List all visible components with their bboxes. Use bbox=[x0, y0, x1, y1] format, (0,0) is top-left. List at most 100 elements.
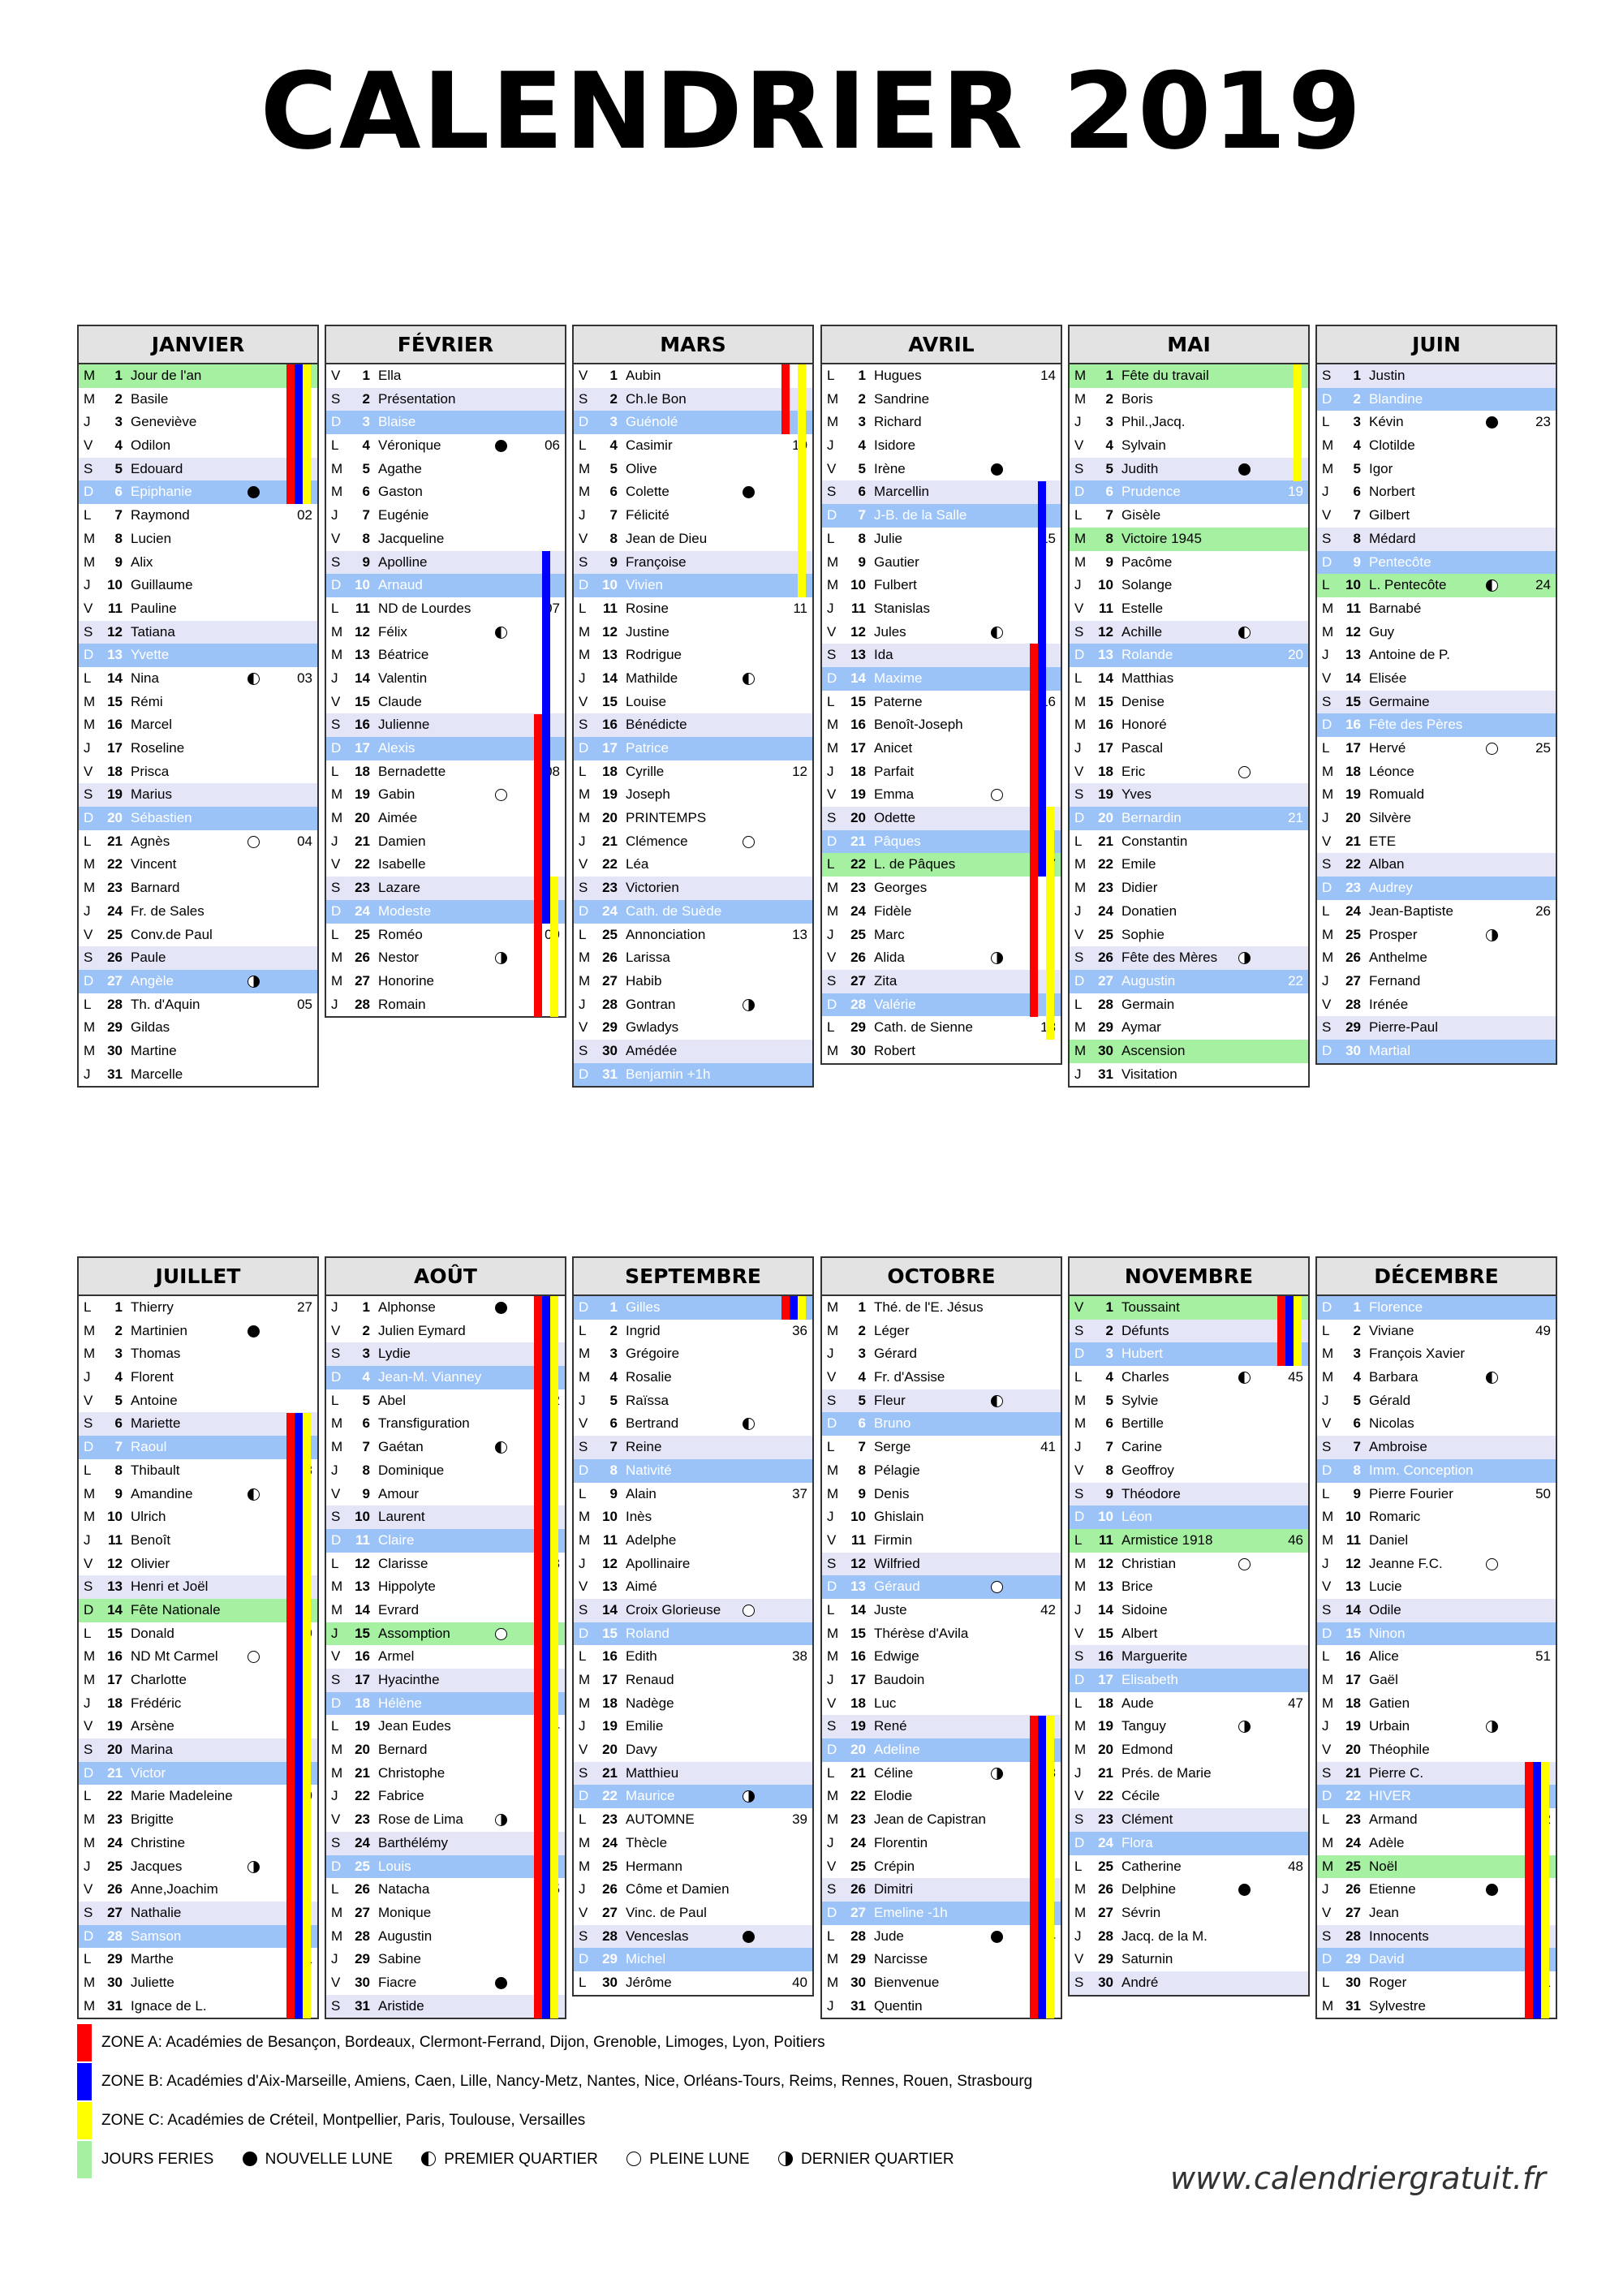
vacation-bar-zone-c bbox=[303, 1412, 311, 2018]
saint-name: Fr. d'Assise bbox=[874, 1369, 945, 1385]
day-row: D 21 Victor bbox=[79, 1761, 317, 1786]
weekday-letter: D bbox=[1322, 1042, 1332, 1058]
day-row: M 9 Gautier bbox=[822, 550, 1061, 575]
weekday-letter: S bbox=[1322, 1601, 1332, 1618]
saint-name: Augustin bbox=[1121, 972, 1176, 989]
saint-name: Monique bbox=[378, 1904, 432, 1920]
saint-name: Matthieu bbox=[626, 1764, 679, 1781]
day-number: 22 bbox=[107, 856, 123, 872]
weekday-letter: M bbox=[84, 1834, 96, 1850]
weekday-letter: L bbox=[84, 1951, 92, 1967]
weekday-letter: M bbox=[331, 972, 343, 989]
weekday-letter: L bbox=[579, 1485, 587, 1501]
moon-phase-icon bbox=[1238, 765, 1251, 778]
saint-name: Aimée bbox=[378, 810, 418, 826]
day-number: 25 bbox=[107, 926, 123, 942]
weekday-letter: M bbox=[1322, 1858, 1334, 1874]
day-number: 5 bbox=[114, 460, 123, 476]
weekday-letter: M bbox=[827, 717, 839, 733]
day-number: 24 bbox=[1098, 902, 1113, 919]
weekday-letter: M bbox=[331, 1764, 343, 1781]
weekday-letter: D bbox=[84, 1764, 94, 1781]
day-row: L 1 Thierry 27 bbox=[79, 1296, 317, 1320]
day-number: 30 bbox=[1345, 1042, 1361, 1058]
weekday-letter: L bbox=[827, 530, 835, 546]
saint-name: Brice bbox=[1121, 1579, 1153, 1595]
day-number: 5 bbox=[858, 460, 866, 476]
vacation-bar-zone-c bbox=[1294, 364, 1302, 481]
saint-name: Arnaud bbox=[378, 577, 423, 593]
weekday-letter: J bbox=[331, 1299, 338, 1315]
day-row: J 14 Valentin bbox=[326, 666, 565, 691]
weekday-letter: M bbox=[827, 1648, 839, 1665]
vacation-bar-zone-c bbox=[1046, 807, 1054, 1040]
day-number: 21 bbox=[850, 833, 866, 849]
day-number: 27 bbox=[602, 1904, 618, 1920]
day-row: D 27 Augustin 22 bbox=[1070, 969, 1308, 993]
day-row: L 28 Germain bbox=[1070, 993, 1308, 1017]
day-row: S 15 Germaine bbox=[1317, 690, 1556, 714]
saint-name: Ignace de L. bbox=[131, 1997, 207, 2014]
weekday-letter: J bbox=[84, 414, 91, 430]
day-number: 9 bbox=[114, 554, 123, 570]
day-row: M 23 Didier bbox=[1070, 877, 1308, 900]
saint-name: Thomas bbox=[131, 1346, 181, 1362]
website-link[interactable]: www.calendriergratuit.fr bbox=[1170, 2160, 1546, 2196]
moon-phase-icon bbox=[495, 1627, 507, 1640]
day-number: 26 bbox=[355, 1881, 370, 1898]
day-number: 14 bbox=[1098, 1601, 1113, 1618]
moon-phase-icon bbox=[991, 1394, 1003, 1407]
saint-name: Florence bbox=[1369, 1299, 1423, 1315]
day-row: D 13 Géraud bbox=[822, 1575, 1061, 1599]
moon-phase-icon bbox=[248, 975, 260, 988]
day-row: S 6 Marcellin bbox=[822, 480, 1061, 505]
day-row: D 25 Louis bbox=[326, 1854, 565, 1879]
weekday-letter: M bbox=[827, 554, 839, 570]
saint-name: Michel bbox=[626, 1951, 666, 1967]
week-number: 36 bbox=[792, 1322, 807, 1338]
day-number: 4 bbox=[362, 437, 370, 454]
weekday-letter: D bbox=[827, 1415, 837, 1432]
saint-name: Colette bbox=[626, 484, 669, 500]
day-row: M 19 Joseph bbox=[574, 783, 812, 808]
day-number: 5 bbox=[1353, 460, 1361, 476]
day-number: 12 bbox=[850, 623, 866, 640]
day-number: 1 bbox=[1353, 1299, 1361, 1315]
day-row: L29Marthe31 bbox=[79, 1948, 317, 1971]
weekday-letter: M bbox=[84, 390, 96, 407]
weekday-letter: D bbox=[84, 1928, 94, 1944]
day-number: 17 bbox=[1345, 1672, 1361, 1687]
day-number: 21 bbox=[602, 833, 618, 849]
saint-name: Sophie bbox=[1121, 926, 1165, 942]
day-row: D 17 Elisabeth bbox=[1070, 1669, 1308, 1692]
day-row: M 27 Habib bbox=[574, 969, 812, 993]
month-header: FÉVRIER bbox=[326, 326, 565, 364]
weekday-letter: D bbox=[1322, 1462, 1332, 1478]
day-number: 10 bbox=[1098, 1509, 1113, 1525]
saint-name: Nadège bbox=[626, 1695, 674, 1711]
week-number: 48 bbox=[1288, 1858, 1303, 1874]
weekday-letter: V bbox=[579, 530, 588, 546]
day-row: V 25 Sophie bbox=[1070, 923, 1308, 947]
saint-name: Serge bbox=[874, 1439, 911, 1455]
day-row: V 26 Alida bbox=[822, 946, 1061, 970]
weekday-letter: M bbox=[827, 1811, 839, 1828]
day-number: 4 bbox=[1105, 1369, 1113, 1385]
saint-name: François Xavier bbox=[1369, 1346, 1466, 1362]
saint-name: Croix Glorieuse bbox=[626, 1601, 721, 1618]
day-row: M 17 Charlotte bbox=[79, 1669, 317, 1692]
day-row: J 10 Solange bbox=[1070, 574, 1308, 597]
month-header: JUIN bbox=[1317, 326, 1556, 364]
weekday-letter: M bbox=[84, 1997, 96, 2014]
saint-name: Nathalie bbox=[131, 1904, 182, 1920]
saint-name: Saturnin bbox=[1121, 1951, 1173, 1967]
weekday-letter: D bbox=[827, 670, 837, 686]
saint-name: Sandrine bbox=[874, 390, 930, 407]
zone-b-label: ZONE B: Académies d'Aix-Marseille, Amien… bbox=[101, 2073, 1033, 2090]
day-number: 22 bbox=[107, 1788, 123, 1804]
month-8: SEPTEMBRE D 1 Gilles L 2 Ingrid 36 M 3 Grégoire M 4 R… bbox=[572, 1256, 814, 1997]
day-row: D 6 Prudence 19 bbox=[1070, 480, 1308, 505]
week-number: 21 bbox=[1288, 810, 1303, 826]
day-row: S 13 Henri et Joël bbox=[79, 1575, 317, 1599]
weekday-letter: S bbox=[331, 1509, 341, 1525]
